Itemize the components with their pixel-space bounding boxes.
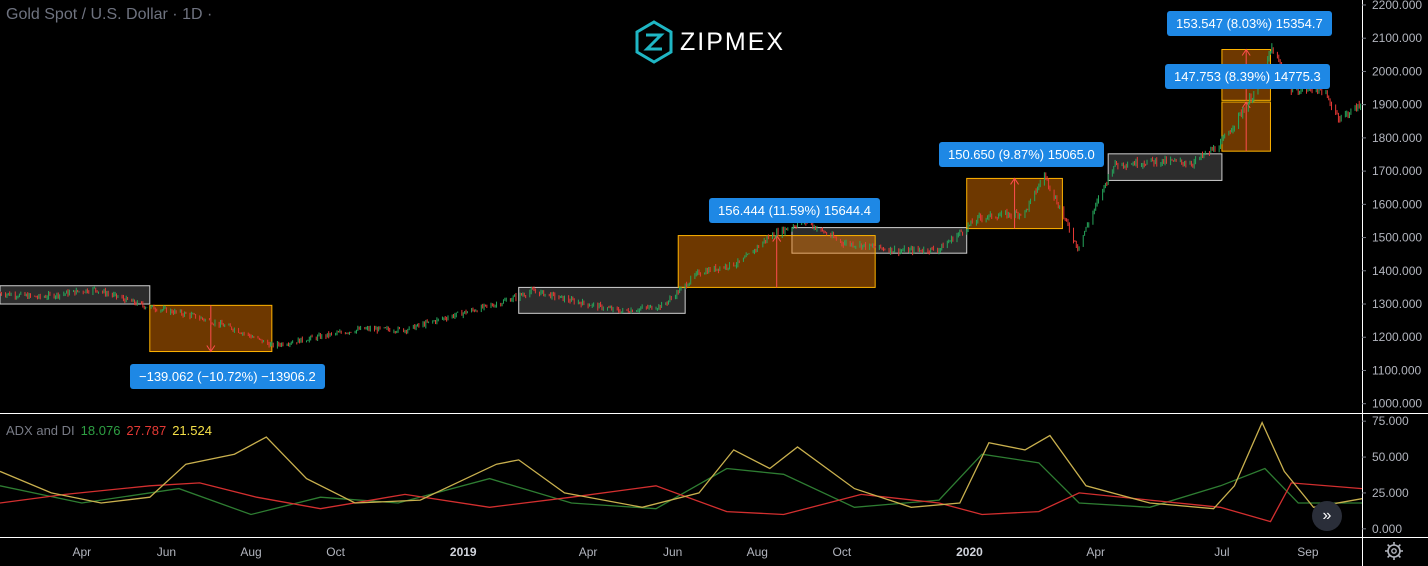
indicator-series-adx — [0, 421, 1363, 510]
indicator-tick-label: 25.000 — [1372, 486, 1409, 500]
time-tick-label: Apr — [1086, 545, 1105, 559]
brand-name: ZIPMEX — [680, 27, 786, 56]
scroll-to-realtime-button[interactable]: » — [1312, 501, 1342, 531]
measure-arrow-head — [1241, 101, 1251, 109]
price-tick-label: 1100.000 — [1372, 363, 1421, 377]
price-tick-label: 1800.000 — [1372, 131, 1422, 145]
measure-label: 150.650 (9.87%) 15065.0 — [939, 142, 1104, 167]
time-tick-label: Aug — [240, 545, 261, 559]
time-tick-label: 2020 — [956, 545, 983, 559]
price-tick-label: 2200.000 — [1372, 0, 1422, 12]
adx-value: 21.524 — [172, 423, 212, 438]
adx-indicator-lines — [0, 421, 1363, 523]
price-tick-label: 1900.000 — [1372, 98, 1422, 112]
time-axis: Apr Jun Aug Oct 2019 Apr Jun Aug Oct 2020 Apr Jul Se… — [0, 537, 1428, 559]
indicator-name: ADX and DI — [6, 423, 75, 438]
measure-arrow-head — [1010, 177, 1019, 185]
time-tick-label: Jul — [1214, 545, 1229, 559]
measure-arrow-head — [206, 345, 216, 353]
indicator-series-minus-di — [0, 482, 1363, 523]
price-tick-label: 1200.000 — [1372, 330, 1422, 344]
price-tick-label: 1000.000 — [1372, 397, 1422, 411]
measure-label: 156.444 (11.59%) 15644.4 — [709, 198, 880, 223]
price-tick-label: 2000.000 — [1372, 64, 1422, 78]
time-tick-label: Aug — [747, 545, 768, 559]
gear-icon[interactable] — [1384, 541, 1404, 561]
price-tick-label: 1500.000 — [1372, 231, 1422, 245]
time-tick-label: Apr — [579, 545, 598, 559]
time-tick-label: Jun — [157, 545, 176, 559]
plus-di-value: 18.076 — [80, 423, 121, 438]
time-tick-label: Oct — [326, 545, 345, 559]
price-tick-label: 1700.000 — [1372, 164, 1422, 178]
indicator-tick-label: 75.000 — [1372, 414, 1409, 428]
indicator-tick-label: 0.000 — [1372, 522, 1402, 536]
price-candles — [0, 43, 1362, 349]
price-tick-label: 1300.000 — [1372, 297, 1422, 311]
measure-label: 153.547 (8.03%) 15354.7 — [1167, 11, 1332, 36]
brand-logo: ZIPMEX — [634, 20, 785, 64]
time-tick-label: 2019 — [450, 545, 477, 559]
time-tick-label: Apr — [72, 545, 91, 559]
price-tick-label: 1400.000 — [1372, 264, 1422, 278]
minus-di-value: 27.787 — [126, 423, 167, 438]
measure-arrow-head — [1241, 48, 1251, 56]
measure-label: 147.753 (8.39%) 14775.3 — [1165, 64, 1330, 89]
time-tick-label: Jun — [663, 545, 682, 559]
indicator-tick-label: 50.000 — [1372, 450, 1409, 464]
zipmex-logo-icon — [635, 20, 673, 64]
consolidation-ranges — [0, 153, 1223, 314]
symbol-title[interactable]: Gold Spot / U.S. Dollar · 1D · — [6, 6, 213, 23]
indicator-legend[interactable]: ADX and DI 18.076 27.787 21.524 — [6, 423, 218, 438]
indicator-series-plus-di — [0, 453, 1362, 516]
price-tick-label: 2100.000 — [1372, 31, 1422, 45]
measure-label: −139.062 (−10.72%) −13906.2 — [130, 364, 325, 389]
price-tick-label: 1600.000 — [1372, 197, 1422, 211]
time-tick-label: Sep — [1297, 545, 1319, 559]
time-tick-label: Oct — [833, 545, 852, 559]
